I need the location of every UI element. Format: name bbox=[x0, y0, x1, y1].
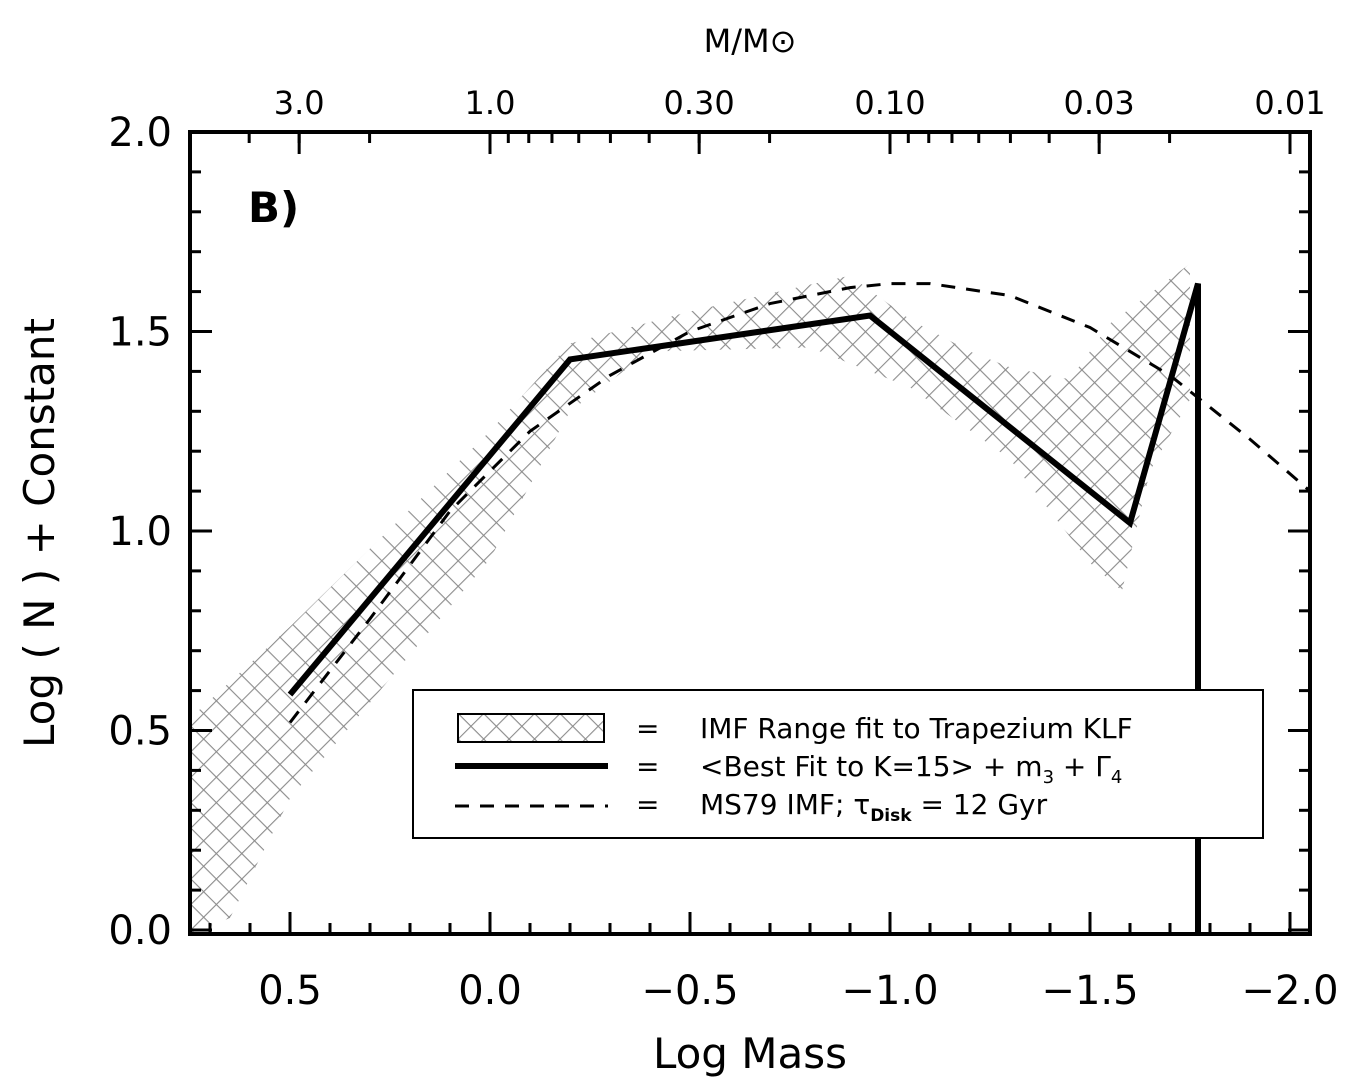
x-tick-label: −2.0 bbox=[1241, 968, 1338, 1014]
legend-equals: = bbox=[636, 750, 659, 783]
top-axis-title: M/M⊙ bbox=[704, 22, 797, 60]
top-tick-label: 3.0 bbox=[274, 84, 325, 122]
x-tick-label: −0.5 bbox=[641, 968, 738, 1014]
legend-entry-best-fit-sub2: 4 bbox=[1111, 767, 1122, 788]
series-line-2 bbox=[288, 282, 1310, 724]
legend-entry-best-fit-sub1: 3 bbox=[1043, 767, 1054, 788]
legend-entry-ms79-tail: = 12 Gyr bbox=[912, 788, 1048, 821]
legend-entry-ms79: MS79 IMF; τDisk = 12 Gyr bbox=[700, 788, 1048, 826]
series-line-1 bbox=[287, 282, 1201, 934]
x-tick-label: 0.5 bbox=[258, 968, 322, 1014]
tick-labels-layer: 0.5 0.0 −0.5 −1.0 −1.5 −2.0 0.0 0.5 1.0 1.5 2.0 3.0… bbox=[108, 84, 1338, 1014]
y-tick-label: 2.0 bbox=[108, 110, 172, 156]
x-tick-label: −1.0 bbox=[841, 968, 938, 1014]
series-line-layer bbox=[287, 282, 1310, 934]
top-tick-label: 0.03 bbox=[1064, 84, 1135, 122]
series-band-layer bbox=[190, 263, 1190, 934]
x-axis-title: Log Mass bbox=[653, 1029, 847, 1078]
legend-entry-ms79-main: MS79 IMF; τ bbox=[700, 788, 870, 821]
legend-entry-band: IMF Range fit to Trapezium KLF bbox=[700, 712, 1133, 745]
legend-entry-best-fit-main: <Best Fit to K=15> + m bbox=[700, 750, 1043, 783]
legend-swatch-band bbox=[457, 713, 605, 743]
y-tick-label: 1.5 bbox=[108, 310, 172, 356]
plot-frame bbox=[188, 130, 1312, 936]
legend-equals: = bbox=[636, 712, 659, 745]
panel-label: B) bbox=[248, 183, 299, 232]
x-tick-label: 0.0 bbox=[458, 968, 522, 1014]
top-tick-label: 0.01 bbox=[1254, 84, 1325, 122]
legend-equals: = bbox=[636, 788, 659, 821]
ticks-layer bbox=[190, 130, 1310, 934]
y-tick-label: 0.5 bbox=[108, 709, 172, 755]
top-tick-label: 0.10 bbox=[854, 84, 925, 122]
series-band-0 bbox=[190, 263, 1190, 934]
legend-entry-ms79-sub: Disk bbox=[870, 806, 912, 826]
y-tick-label: 0.0 bbox=[108, 908, 172, 954]
top-tick-label: 1.0 bbox=[465, 84, 516, 122]
legend: = IMF Range fit to Trapezium KLF = <Best… bbox=[412, 689, 1264, 839]
x-tick-label: −1.5 bbox=[1041, 968, 1138, 1014]
top-tick-label: 0.30 bbox=[664, 84, 735, 122]
y-axis-title: Log ( N ) + Constant bbox=[15, 318, 64, 748]
y-tick-label: 1.0 bbox=[108, 509, 172, 555]
legend-entry-best-fit: <Best Fit to K=15> + m3 + Γ4 bbox=[700, 750, 1122, 788]
legend-entry-best-fit-mid: + Γ bbox=[1054, 750, 1111, 783]
